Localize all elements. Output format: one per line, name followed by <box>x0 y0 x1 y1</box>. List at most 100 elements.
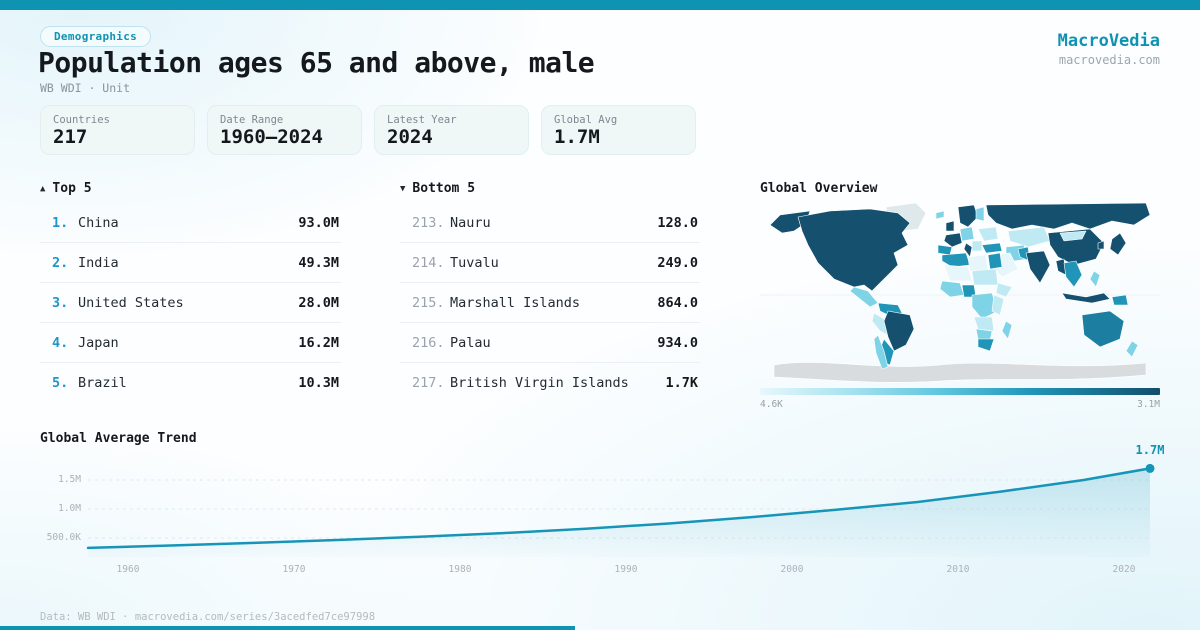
rank-number: 5. <box>52 375 69 391</box>
country-value: 28.0M <box>298 294 339 311</box>
world-map <box>760 202 1160 383</box>
rank-number: 1. <box>52 214 69 231</box>
country-name: United States <box>78 294 184 311</box>
stat-card-global-avg: Global Avg 1.7M <box>541 105 696 155</box>
brand-logo: MacroVedia <box>1057 31 1160 51</box>
stat-label: Date Range <box>220 114 284 126</box>
map-region-oceania <box>1081 310 1139 358</box>
map-title: Global Overview <box>760 181 878 196</box>
stat-card-latest-year: Latest Year 2024 <box>374 105 529 155</box>
list-item: 2. India 49.3M <box>40 243 341 283</box>
country-name: Nauru <box>450 214 491 231</box>
stat-value: 1.7M <box>554 126 600 148</box>
rank-number: 4. <box>52 334 69 351</box>
x-axis-tick: 1990 <box>614 564 638 575</box>
list-item: 215. Marshall Islands 864.0 <box>400 283 700 323</box>
stat-label: Countries <box>53 114 110 126</box>
trend-chart-title: Global Average Trend <box>40 431 197 446</box>
page-subtitle: WB WDI · Unit <box>40 81 131 95</box>
top5-title: Top 5 <box>52 181 92 196</box>
choropleth-legend-gradient <box>760 388 1160 395</box>
bottom5-header: ▼ Bottom 5 <box>400 181 700 196</box>
brand-block: MacroVedia macrovedia.com <box>1058 31 1160 67</box>
country-name: Palau <box>450 334 491 351</box>
list-item: 1. China 93.0M <box>40 203 341 243</box>
country-name: Japan <box>78 334 119 351</box>
y-axis-tick: 500.0K <box>46 532 81 543</box>
triangle-down-icon: ▼ <box>400 183 406 194</box>
x-axis: 1960 1970 1980 1990 2000 2010 2020 <box>40 431 1160 581</box>
stat-card-date-range: Date Range 1960–2024 <box>207 105 362 155</box>
country-name: Tuvalu <box>450 254 499 271</box>
map-region-africa <box>939 252 1013 352</box>
top5-list: 1. China 93.0M 2. India 49.3M 3. United … <box>40 203 341 403</box>
brand-domain-link[interactable]: macrovedia.com <box>1058 53 1160 67</box>
rank-number: 2. <box>52 254 69 271</box>
map-region-antarctica <box>773 362 1147 383</box>
country-value: 1.7K <box>665 375 698 391</box>
list-item: 214. Tuvalu 249.0 <box>400 243 700 283</box>
stat-cards: Countries 217 Date Range 1960–2024 Lates… <box>40 105 696 155</box>
country-name: India <box>78 254 119 271</box>
country-value: 249.0 <box>657 254 698 271</box>
rank-number: 213. <box>412 214 445 231</box>
list-item: 5. Brazil 10.3M <box>40 363 341 403</box>
list-item: 4. Japan 16.2M <box>40 323 341 363</box>
y-axis-tick: 1.5M <box>58 474 81 485</box>
country-name: British Virgin Islands <box>450 375 629 391</box>
rank-number: 3. <box>52 294 69 311</box>
triangle-up-icon: ▲ <box>40 183 46 194</box>
footer-source-link[interactable]: Data: WB WDI · macrovedia.com/series/3ac… <box>40 611 376 623</box>
x-axis-tick: 1980 <box>448 564 472 575</box>
choropleth-legend-labels: 4.6K 3.1M <box>760 399 1160 410</box>
country-name: Marshall Islands <box>450 294 581 311</box>
country-name: Brazil <box>78 375 127 391</box>
list-item: 216. Palau 934.0 <box>400 323 700 363</box>
map-region-russia-asia <box>981 202 1151 306</box>
country-value: 128.0 <box>657 214 698 231</box>
map-region-south-america <box>871 302 915 370</box>
trend-plot <box>86 463 1155 557</box>
top-accent-bar <box>0 0 1200 10</box>
stat-value: 2024 <box>387 126 433 148</box>
rank-number: 216. <box>412 334 445 351</box>
bottom5-list: 213. Nauru 128.0 214. Tuvalu 249.0 215. … <box>400 203 700 403</box>
x-axis-tick: 2020 <box>1112 564 1136 575</box>
top5-section: ▲ Top 5 1. China 93.0M 2. India 49.3M 3.… <box>40 181 341 403</box>
category-badge[interactable]: Demographics <box>40 26 152 47</box>
top5-header: ▲ Top 5 <box>40 181 341 196</box>
stat-value: 1960–2024 <box>220 126 323 148</box>
country-value: 93.0M <box>298 214 339 231</box>
stat-label: Global Avg <box>554 114 618 126</box>
y-axis-tick: 1.0M <box>58 503 81 514</box>
stat-value: 217 <box>53 126 88 148</box>
list-item: 213. Nauru 128.0 <box>400 203 700 243</box>
country-name: China <box>78 214 119 231</box>
country-value: 934.0 <box>657 334 698 351</box>
trend-section: Global Average Trend 1.5M 1.0M 500.0K 19… <box>40 431 1164 581</box>
stat-label: Latest Year <box>387 114 457 126</box>
country-value: 49.3M <box>298 254 339 271</box>
country-value: 864.0 <box>657 294 698 311</box>
bottom-accent-bar <box>0 626 575 630</box>
stat-card-countries: Countries 217 <box>40 105 195 155</box>
x-axis-tick: 1960 <box>116 564 140 575</box>
x-axis-tick: 2000 <box>780 564 804 575</box>
bottom5-title: Bottom 5 <box>412 181 476 196</box>
map-region-europe <box>935 204 999 258</box>
page-title: Population ages 65 and above, male <box>38 46 595 79</box>
legend-min-label: 4.6K <box>760 399 783 410</box>
list-item: 3. United States 28.0M <box>40 283 341 323</box>
rank-number: 215. <box>412 294 445 311</box>
country-value: 10.3M <box>298 375 339 391</box>
legend-max-label: 3.1M <box>1137 399 1160 410</box>
list-item: 217. British Virgin Islands 1.7K <box>400 363 700 403</box>
bottom5-section: ▼ Bottom 5 213. Nauru 128.0 214. Tuvalu … <box>400 181 700 403</box>
latest-value-annotation: 1.7M <box>1135 443 1165 457</box>
rank-number: 214. <box>412 254 445 271</box>
x-axis-tick: 2010 <box>946 564 970 575</box>
global-overview-section: Global Overview <box>760 181 1160 410</box>
map-region-north-america <box>769 208 911 308</box>
x-axis-tick: 1970 <box>282 564 306 575</box>
